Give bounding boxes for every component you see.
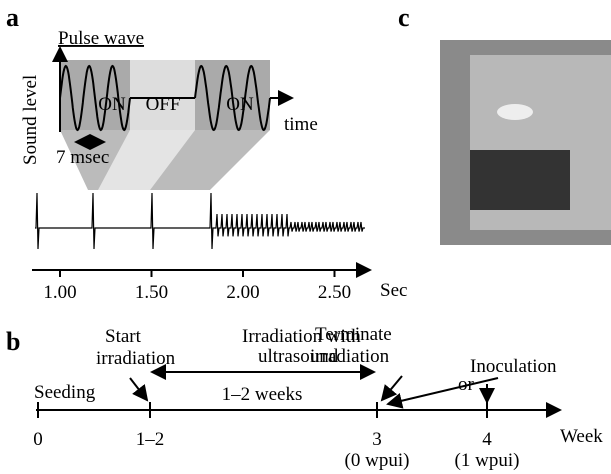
tick-label: 4 — [482, 429, 492, 450]
arrow — [386, 377, 499, 409]
funnel — [98, 130, 195, 190]
inoculation: Inoculation — [470, 356, 557, 377]
seeding: Seeding — [34, 382, 96, 403]
panel-label: a — [6, 3, 19, 32]
tick-label: 1–2 — [136, 429, 165, 450]
on-label: ON — [98, 94, 126, 115]
tick-label: 2.50 — [318, 282, 351, 303]
arrow — [380, 375, 403, 402]
start: Start — [105, 326, 142, 347]
tick-note: (0 wpui) — [345, 450, 410, 471]
panel-label: b — [6, 327, 20, 356]
duration: 1–2 weeks — [222, 384, 303, 405]
wave — [59, 64, 131, 132]
terminate: Terminate — [315, 324, 392, 345]
irradiation: ultrasound — [258, 346, 339, 367]
week-unit: Week — [560, 426, 603, 447]
photo-tray — [470, 150, 570, 210]
time-label: time — [284, 114, 318, 135]
panel-label: c — [398, 3, 410, 32]
tick-label: 2.00 — [226, 282, 259, 303]
tick-note: (1 wpui) — [455, 450, 520, 471]
tick-label: 0 — [33, 429, 43, 450]
tick-label: 1.50 — [135, 282, 168, 303]
wave — [194, 64, 271, 132]
period-label: 7 msec — [56, 147, 109, 168]
sec-unit: Sec — [380, 280, 407, 301]
on-label: ON — [226, 94, 254, 115]
tick-label: 3 — [372, 429, 382, 450]
arrow — [129, 377, 149, 402]
y-label: Sound level — [20, 75, 41, 165]
irradiation: Irradiation with — [242, 326, 361, 347]
pulse-title: Pulse wave — [58, 28, 144, 49]
funnel — [150, 130, 270, 190]
tick-label: 1.00 — [43, 282, 76, 303]
photo-speaker — [497, 104, 533, 120]
terminate: irradiation — [310, 346, 390, 367]
start: irradiation — [96, 348, 176, 369]
off-block — [130, 60, 195, 130]
signal-trace — [35, 192, 365, 250]
off-label: OFF — [146, 94, 181, 115]
